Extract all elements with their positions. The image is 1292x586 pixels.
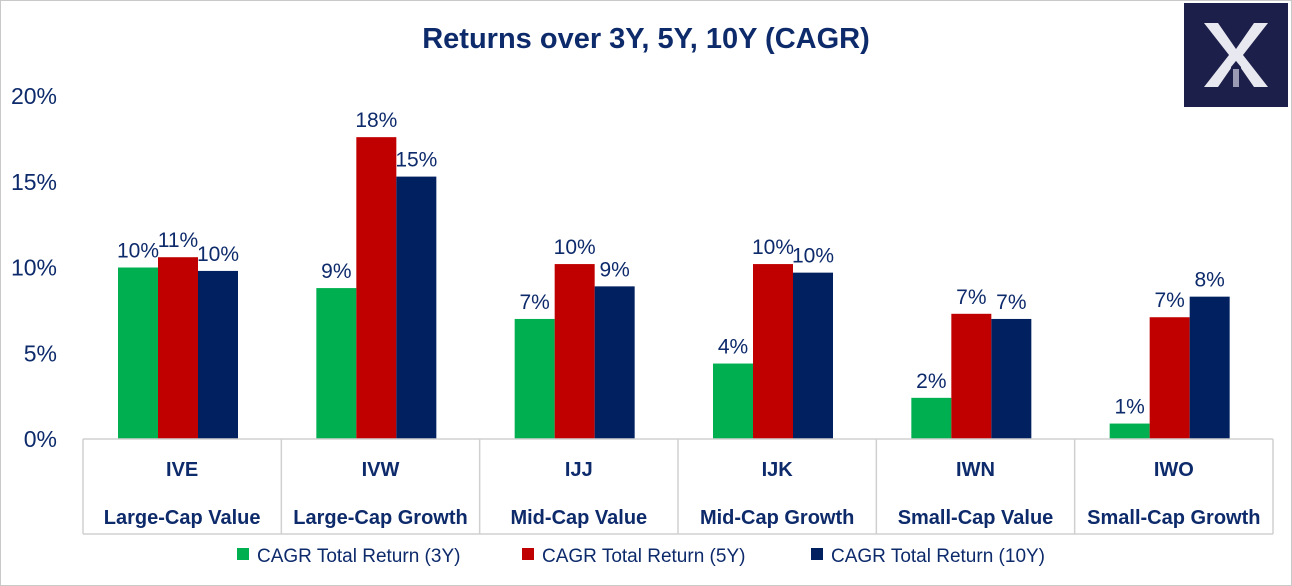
- category-ticker: IJK: [762, 459, 794, 481]
- bar-ijj-s1: [514, 318, 555, 439]
- bar-ivw-s1: [316, 288, 357, 439]
- data-label: 11%: [158, 229, 198, 252]
- bar-iwn-s3: [991, 318, 1032, 439]
- bar-iwn-s2: [951, 313, 992, 439]
- bar-ive-s2: [158, 257, 198, 439]
- category-ticker: IWO: [1154, 459, 1194, 481]
- y-tick-label: 15%: [11, 169, 57, 195]
- data-label: 7%: [996, 291, 1026, 314]
- data-label: 15%: [395, 149, 437, 172]
- data-label: 10%: [554, 236, 596, 259]
- bar-ijj-s2: [554, 264, 595, 439]
- y-tick-label: 5%: [24, 340, 57, 366]
- category-name: Small-Cap Growth: [1087, 507, 1260, 529]
- category-name: Small-Cap Value: [898, 507, 1054, 529]
- bar-ivw-s2: [356, 137, 397, 439]
- x-axis-table: IVE Large-Cap Value IVW Large-Cap Growth IJJ…: [82, 438, 1274, 535]
- bars-layer: [118, 137, 1230, 440]
- category-ticker: IJJ: [565, 459, 593, 481]
- chart-title: Returns over 3Y, 5Y, 10Y (CAGR): [422, 23, 870, 55]
- data-label: 10%: [197, 243, 239, 266]
- data-label: 10%: [752, 236, 794, 259]
- data-labels-layer: 10%9%7%4%2%1%11%18%10% 10%7% 7%10%15%9%10%…: [117, 109, 1225, 418]
- bar-ijk-s2: [753, 264, 793, 439]
- data-label: 10%: [792, 245, 834, 268]
- data-label: 8%: [1194, 269, 1224, 292]
- category-ticker: IWN: [956, 459, 995, 481]
- category-name: Large-Cap Growth: [293, 507, 467, 529]
- bar-ive-s3: [198, 270, 238, 439]
- data-label: 4%: [718, 336, 748, 359]
- legend-swatch: [811, 548, 823, 560]
- data-label: 2%: [916, 370, 946, 393]
- data-label: 9%: [321, 260, 351, 283]
- legend-entry: CAGR Total Return (5Y): [542, 546, 745, 567]
- data-label: 7%: [1154, 289, 1184, 312]
- legend-swatch: [237, 548, 249, 560]
- category-ticker: IVE: [166, 459, 198, 481]
- bar-iwo-s1: [1109, 423, 1150, 439]
- y-tick-label: 0%: [24, 426, 57, 452]
- data-label: 10%: [117, 240, 159, 263]
- bar-iwn-s1: [911, 397, 952, 439]
- x-logo-mark: [1204, 23, 1268, 87]
- bar-ijk-s3: [793, 272, 833, 439]
- bar-ijk-s1: [713, 363, 753, 439]
- legend-entry: CAGR Total Return (3Y): [257, 546, 460, 567]
- data-label: 9%: [599, 258, 629, 281]
- category-name: Mid-Cap Value: [510, 507, 647, 529]
- bar-ive-s1: [118, 267, 158, 439]
- data-label: 1%: [1114, 396, 1144, 419]
- legend: CAGR Total Return (3Y) CAGR Total Return …: [237, 546, 1045, 567]
- data-label: 18%: [355, 109, 397, 132]
- bar-iwo-s3: [1189, 296, 1230, 439]
- y-tick-label: 10%: [11, 255, 57, 281]
- data-label: 7%: [956, 286, 986, 309]
- y-axis: 0% 5% 10% 15% 20%: [11, 83, 57, 452]
- y-tick-label: 20%: [11, 83, 57, 109]
- bar-iwo-s2: [1149, 317, 1190, 439]
- bar-ijj-s3: [594, 286, 635, 439]
- category-name: Large-Cap Value: [104, 507, 261, 529]
- category-name: Mid-Cap Growth: [700, 507, 854, 529]
- legend-entry: CAGR Total Return (10Y): [831, 546, 1045, 567]
- data-label: 7%: [519, 291, 549, 314]
- legend-swatch: [522, 548, 534, 560]
- bar-ivw-s3: [396, 176, 437, 440]
- category-ticker: IVW: [362, 459, 400, 481]
- x-logo-icon: [1184, 3, 1288, 107]
